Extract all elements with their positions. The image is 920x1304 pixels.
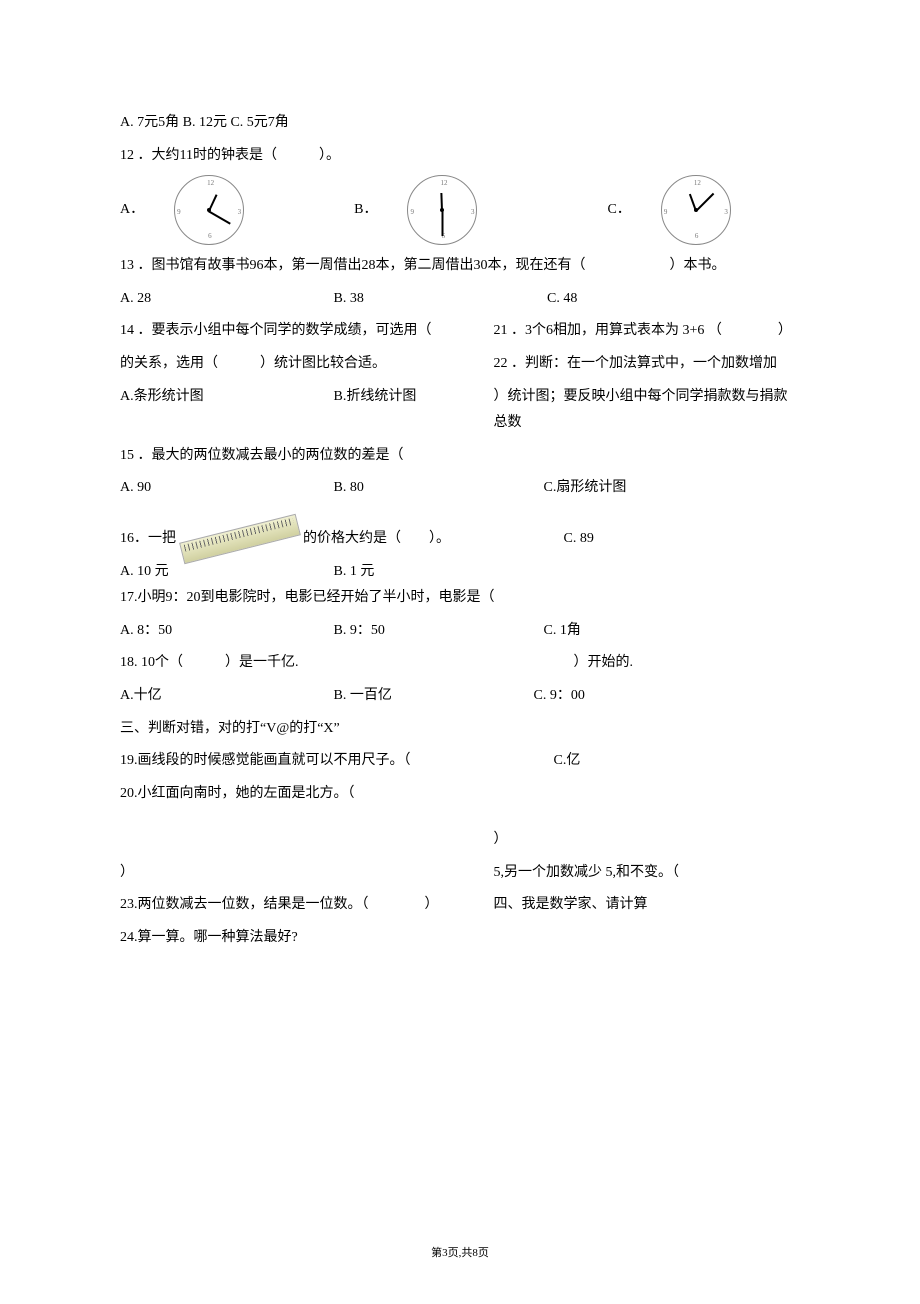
q20-paren: ） bbox=[494, 827, 794, 854]
q15-opt-c: C. 89 bbox=[564, 526, 764, 553]
q16-opt-b: B. 1 元 bbox=[334, 564, 375, 579]
q17-opt-c: C. 9：00 bbox=[494, 683, 794, 710]
page-footer: 第3页,共8页 bbox=[0, 1243, 920, 1264]
q22-line2: ）统计图；要反映小组中每个同学捐款数与捐款总数 bbox=[494, 384, 794, 437]
q14-line2-left: 的关系，选用（ ）统计图比较合适。 bbox=[120, 351, 490, 378]
clock-c-icon: 12 3 6 9 bbox=[661, 175, 731, 245]
q14-opt-b: B.折线统计图 bbox=[334, 389, 417, 404]
q13-opt-a: A. 28 bbox=[120, 286, 330, 313]
q16-stem-post: 的价格大约是（ ）。 bbox=[303, 531, 450, 546]
q22-tail: 5,另一个加数减少 5,和不变。（ bbox=[494, 860, 794, 887]
q12-opt-a-label: A． bbox=[120, 197, 144, 224]
clock-a-icon: 12 3 6 9 bbox=[174, 175, 244, 245]
q17-stem: 17.小明9：20到电影院时，电影已经开始了半小时，电影是（ bbox=[120, 585, 800, 612]
q18-opt-c: C.亿 bbox=[494, 748, 794, 775]
clock-a-min bbox=[209, 211, 231, 225]
section-4-heading: 四、我是数学家、请计算 bbox=[494, 892, 794, 919]
q18-stem: 18. 10个（ ）是一千亿. bbox=[120, 650, 490, 677]
q12-opt-c-label: C． bbox=[607, 197, 630, 224]
q16-opt-a: A. 10 元 bbox=[120, 559, 330, 586]
q14-opt-a: A.条形统计图 bbox=[120, 384, 330, 411]
q12-options: A． 12 3 6 9 B． 12 3 6 9 C． 12 3 6 9 bbox=[120, 175, 800, 245]
q17-opt-b: B. 9：50 bbox=[334, 623, 385, 638]
q14-line1-left: 14 ．要表示小组中每个同学的数学成绩，可选用（ bbox=[120, 318, 490, 345]
section-3-heading: 三、判断对错，对的打“V@的打“X” bbox=[120, 716, 800, 743]
q17-opt-a: A. 8：50 bbox=[120, 618, 330, 645]
q13-stem: 13 ．图书馆有故事书96本，第一周借出28本，第二周借出30本，现在还有（ ）… bbox=[120, 253, 800, 280]
q13-options: A. 28 B. 38 C. 48 bbox=[120, 286, 800, 313]
q19-paren: ） bbox=[120, 860, 490, 887]
q17-tail: ）开始的. bbox=[494, 650, 794, 677]
q12-stem: 12 ．大约11时的钟表是（ ）。 bbox=[120, 143, 800, 170]
q19-stem: 19.画线段的时候感觉能画直就可以不用尺子。（ bbox=[120, 748, 490, 775]
q18-opt-a: A.十亿 bbox=[120, 683, 330, 710]
q16-opt-c: C. 1角 bbox=[494, 618, 794, 645]
q12-opt-b-label: B． bbox=[354, 197, 377, 224]
q13-opt-c: C. 48 bbox=[547, 286, 577, 313]
q21-stem: 21 ．3个6相加，用算式表本为 3+6 （ ） bbox=[494, 318, 794, 345]
q22-stem: 22 ．判断：在一个加法算式中，一个加数增加 bbox=[494, 351, 794, 378]
q24-stem: 24.算一算。哪一种算法最好? bbox=[120, 925, 800, 952]
q14-opt-c: C.扇形统计图 bbox=[494, 475, 794, 502]
q15-stem: 15 ．最大的两位数减去最小的两位数的差是（ bbox=[120, 443, 800, 470]
q11-options: A. 7元5角 B. 12元 C. 5元7角 bbox=[120, 110, 800, 137]
q23-stem: 23.两位数减去一位数，结果是一位数。（ ） bbox=[120, 892, 490, 919]
q20-stem: 20.小红面向南时，她的左面是北方。（ bbox=[120, 781, 800, 808]
q16-stem-pre: 16．一把 bbox=[120, 531, 180, 546]
q15-opt-a: A. 90 bbox=[120, 475, 330, 502]
q18-opt-b: B. 一百亿 bbox=[334, 688, 392, 703]
clock-b-icon: 12 3 6 9 bbox=[407, 175, 477, 245]
clock-b-min bbox=[442, 211, 444, 236]
q15-opt-b: B. 80 bbox=[334, 480, 364, 495]
clock-c-min bbox=[695, 193, 714, 212]
q13-opt-b: B. 38 bbox=[334, 286, 544, 313]
